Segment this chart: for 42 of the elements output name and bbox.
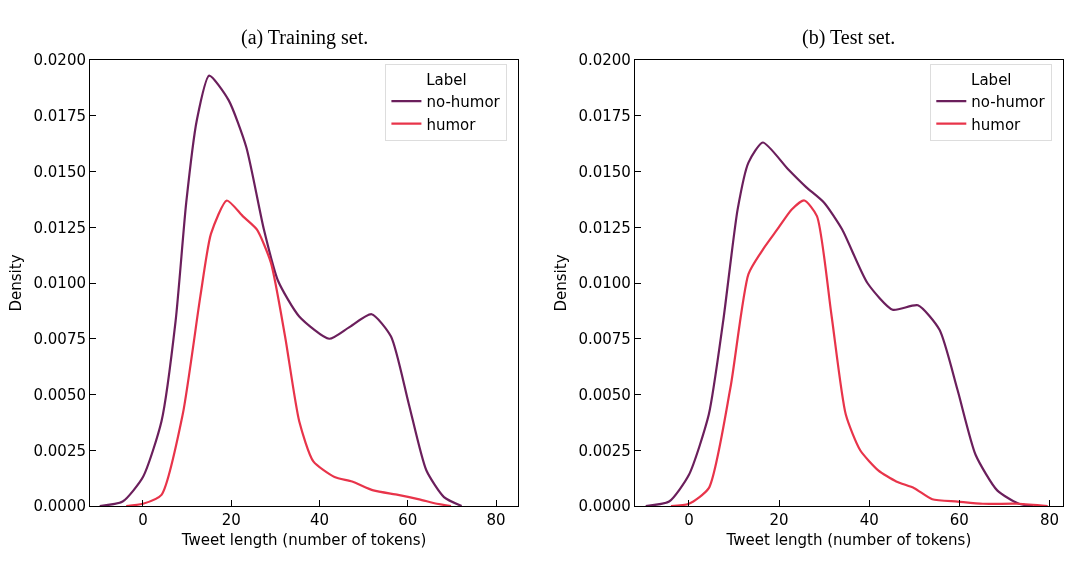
y-tick-label: 0.0200	[578, 51, 631, 70]
chart-title: (b) Test set.	[802, 26, 896, 49]
y-tick-label: 0.0050	[578, 385, 631, 404]
x-tick-label: 80	[1039, 511, 1060, 529]
y-tick-label: 0.0150	[578, 162, 631, 181]
legend-label: no-humor	[426, 93, 501, 112]
y-tick-label: 0.0125	[33, 218, 86, 237]
x-tick-label: 40	[859, 511, 879, 529]
y-tick-label: 0.0050	[33, 385, 86, 404]
y-tick-label: 0.0025	[33, 441, 86, 460]
line-series	[125, 199, 453, 506]
x-tick-label: 20	[769, 511, 789, 529]
y-axis-title: Density	[551, 254, 570, 312]
line-series	[669, 199, 1049, 506]
chart-title: (a) Training set.	[241, 26, 369, 49]
legend-label: humor	[971, 115, 1022, 134]
y-tick-label: 0.0175	[33, 107, 86, 125]
y-tick-label: 0.0175	[578, 107, 631, 125]
x-tick-label: 40	[309, 511, 330, 529]
y-tick-label: 0.0025	[578, 441, 631, 460]
y-tick-label: 0.0150	[33, 162, 86, 181]
x-axis-title: Tweet length (number of tokens)	[180, 531, 427, 549]
x-tick-label: 80	[486, 511, 506, 529]
y-tick-label: 0.0075	[33, 330, 86, 348]
x-tick-label: 60	[398, 511, 418, 529]
y-tick-label: 0.0000	[33, 497, 86, 516]
legend-title: Label	[426, 70, 467, 89]
x-axis-title: Tweet length (number of tokens)	[725, 531, 972, 549]
legend-label: humor	[426, 115, 477, 134]
y-tick-label: 0.0100	[578, 274, 631, 293]
x-tick-label: 0	[684, 511, 694, 529]
x-tick-label: 60	[949, 511, 969, 529]
legend-label: no-humor	[971, 93, 1046, 112]
y-tick-label: 0.0075	[578, 330, 631, 348]
y-tick-label: 0.0100	[33, 274, 86, 293]
y-tick-label: 0.0000	[578, 497, 631, 516]
legend-title: Label	[971, 70, 1012, 89]
y-axis-title: Density	[6, 254, 25, 312]
x-tick-label: 20	[221, 511, 241, 529]
y-tick-label: 0.0125	[578, 218, 631, 237]
x-tick-label: 0	[138, 511, 148, 529]
y-tick-label: 0.0200	[33, 51, 86, 70]
